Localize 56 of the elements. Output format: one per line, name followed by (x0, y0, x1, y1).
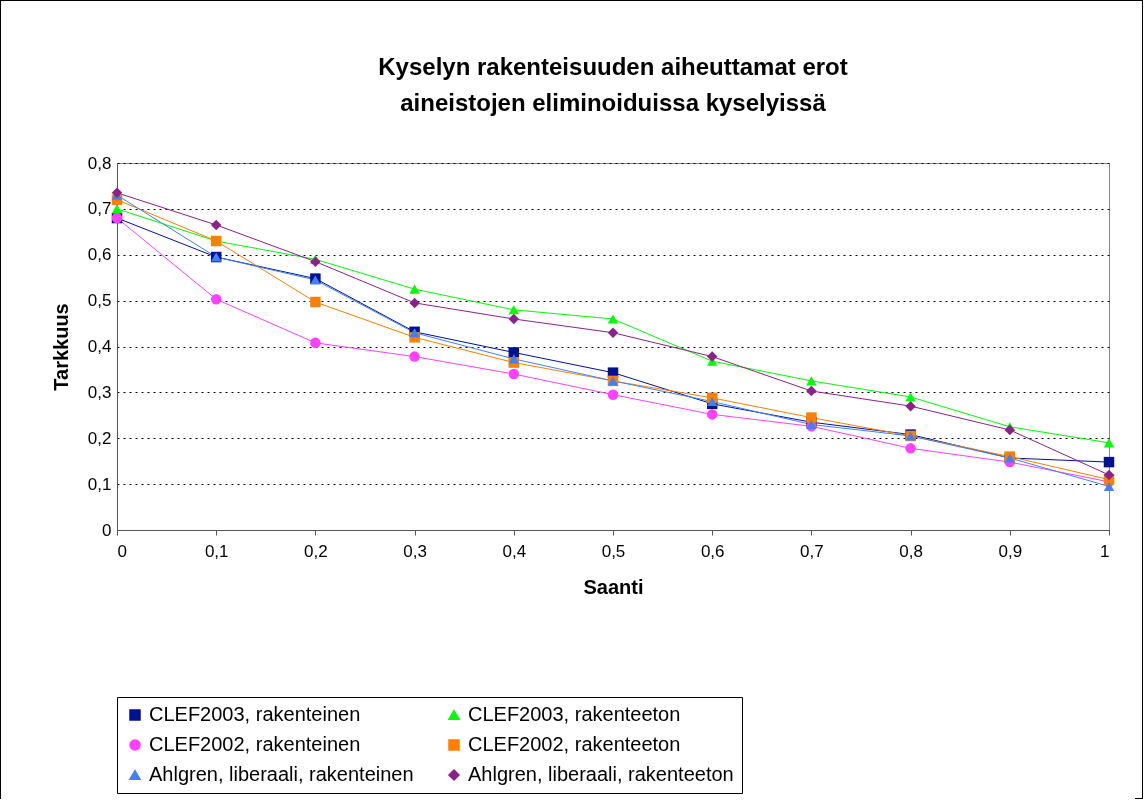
point (905, 400, 916, 412)
y-tick-label: 0,1 (87, 474, 112, 494)
point (1103, 438, 1115, 448)
x-tick-label: 0,1 (204, 541, 229, 561)
point (806, 412, 817, 423)
y-tick-label: 0,8 (87, 153, 112, 173)
point (607, 389, 619, 400)
point (1103, 456, 1115, 468)
x-tick-label: 0,5 (601, 541, 626, 561)
y-tick-label: 0,6 (87, 245, 112, 265)
y-tick-label: 0,5 (87, 291, 112, 311)
point (508, 368, 520, 380)
legend-label: CLEF2003, rakenteinen (149, 703, 361, 725)
legend-label: CLEF2002, rakenteinen (149, 733, 361, 755)
y-tick-label: 0,2 (87, 428, 112, 448)
y-tick-label: 0,3 (87, 382, 112, 402)
x-axis-title: Saanti (583, 575, 644, 598)
x-tick-label: 0,8 (899, 541, 923, 561)
y-axis-title: Tarkkuus (49, 303, 72, 391)
x-tick-label: 0,4 (502, 541, 527, 561)
point (310, 337, 321, 349)
point (806, 376, 817, 386)
x-tick-label: 0,6 (700, 541, 725, 561)
point (508, 313, 520, 325)
point (409, 284, 420, 294)
y-tick-label: 0,7 (87, 199, 112, 219)
point (409, 297, 420, 309)
x-tick-label: 0 (117, 541, 127, 561)
point (806, 385, 817, 397)
point (111, 204, 123, 214)
x-tick-label: 1 (1100, 541, 1110, 561)
y-tick-label: 0,4 (87, 337, 112, 356)
point (310, 296, 321, 308)
x-tick-label: 0,2 (304, 541, 328, 561)
point (607, 327, 619, 338)
point (905, 392, 916, 402)
point (210, 219, 222, 231)
x-tick-label: 0,7 (800, 541, 824, 561)
point (210, 294, 222, 305)
y-tick-label: 0 (102, 520, 112, 540)
chart-title: Kyselyn rakenteisuuden aiheuttamat erot aineistojen eliminoiduissa kyselyissä (378, 53, 848, 116)
legend-label: CLEF2002, rakenteeton (468, 733, 681, 755)
point (706, 409, 718, 420)
legend-label: CLEF2003, rakenteeton (468, 703, 681, 725)
point (508, 305, 520, 315)
point (409, 351, 420, 362)
point (607, 314, 619, 324)
point (706, 351, 718, 362)
point (905, 443, 916, 454)
point (1004, 424, 1016, 436)
legend-label: Ahlgren, liberaali, rakenteeton (468, 763, 734, 785)
x-tick-label: 0,3 (403, 541, 427, 561)
x-tick-label: 0,9 (998, 541, 1023, 561)
point (1103, 469, 1115, 481)
point (1103, 481, 1115, 491)
legend-label: Ahlgren, liberaali, rakenteinen (149, 763, 414, 785)
